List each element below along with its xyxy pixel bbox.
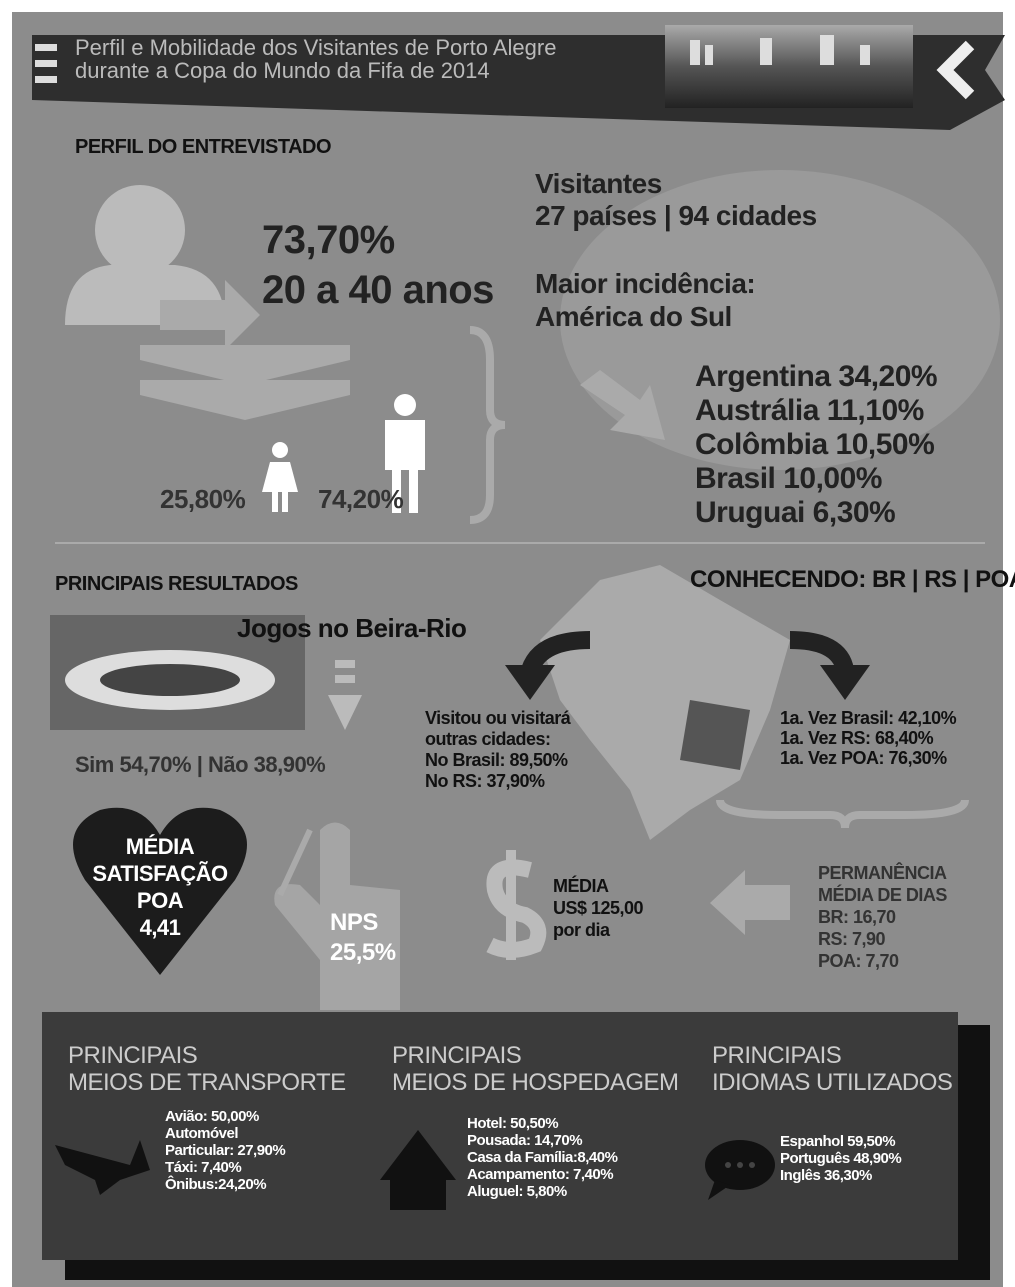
text-line: MÉDIA: [60, 833, 260, 860]
text-line: Avião: 50,00%: [165, 1108, 285, 1125]
text-line: Brasil 10,00%: [695, 462, 937, 496]
infographic: Perfil e Mobilidade dos Visitantes de Po…: [0, 0, 1015, 1287]
age-range: 20 a 40 anos: [262, 268, 494, 313]
text-line: durante a Copa do Mundo da Fifa de 2014: [75, 59, 556, 82]
text-line: Uruguai 6,30%: [695, 496, 937, 530]
text-line: Visitou ou visitará: [425, 708, 570, 729]
section-heading: CONHECENDO: BR | RS | POA: [690, 566, 1015, 594]
incidence: Maior incidência:América do Sul: [535, 267, 755, 333]
text-line: Português 48,90%: [780, 1150, 901, 1167]
text-line: Argentina 34,20%: [695, 360, 937, 394]
text-line: 25,5%: [330, 938, 396, 968]
text-line: por dia: [553, 919, 643, 941]
text-line: IDIOMAS UTILIZADOS: [712, 1069, 952, 1096]
text-line: 4,41: [60, 914, 260, 941]
text-line: Automóvel: [165, 1125, 285, 1142]
games-answer: Sim 54,70% | Não 38,90%: [75, 752, 325, 778]
lodging-list: Hotel: 50,50%Pousada: 14,70%Casa da Famí…: [467, 1115, 617, 1200]
text-line: No RS: 37,90%: [425, 771, 570, 792]
section-heading: PRINCIPAIS RESULTADOS: [55, 573, 298, 596]
text-line: Pousada: 14,70%: [467, 1132, 617, 1149]
text-line: PRINCIPAIS: [392, 1042, 679, 1069]
text-line: outras cidades:: [425, 729, 570, 750]
text-line: US$ 125,00: [553, 897, 643, 919]
text-line: MEIOS DE TRANSPORTE: [68, 1069, 346, 1096]
text-line: SATISFAÇÃO: [60, 860, 260, 887]
section-heading: PERFIL DO ENTREVISTADO: [75, 136, 331, 159]
text-line: Perfil e Mobilidade dos Visitantes de Po…: [75, 36, 556, 59]
text-line: No Brasil: 89,50%: [425, 750, 570, 771]
text-line: Aluguel: 5,80%: [467, 1183, 617, 1200]
text-line: PERMANÊNCIA: [818, 862, 947, 884]
text-line: Colômbia 10,50%: [695, 428, 937, 462]
text-line: Acampamento: 7,40%: [467, 1166, 617, 1183]
text-line: Inglês 36,30%: [780, 1167, 901, 1184]
text-line: NPS: [330, 908, 396, 938]
text-line: Particular: 27,90%: [165, 1142, 285, 1159]
text-line: PRINCIPAIS: [68, 1042, 346, 1069]
header-title: Perfil e Mobilidade dos Visitantes de Po…: [75, 36, 556, 82]
text-line: Espanhol 59,50%: [780, 1133, 901, 1150]
text-line: América do Sul: [535, 300, 755, 333]
text-line: 27 países | 94 cidades: [535, 200, 817, 232]
country-list: Argentina 34,20%Austrália 11,10%Colômbia…: [695, 360, 937, 530]
text-line: Austrália 11,10%: [695, 394, 937, 428]
text-line: 1a. Vez Brasil: 42,10%: [780, 708, 956, 728]
language-list: Espanhol 59,50%Português 48,90%Inglês 36…: [780, 1133, 901, 1184]
text-line: 1a. Vez POA: 76,30%: [780, 748, 956, 768]
age-share: 73,70%: [262, 218, 395, 263]
text-line: MÉDIA DE DIAS: [818, 884, 947, 906]
text-line: Visitantes: [535, 168, 817, 200]
text-line: Ônibus:24,20%: [165, 1176, 285, 1193]
female-share: 25,80%: [160, 484, 245, 515]
games-label: Jogos no Beira-Rio: [237, 613, 466, 644]
text-line: Maior incidência:: [535, 267, 755, 300]
first-time: 1a. Vez Brasil: 42,10%1a. Vez RS: 68,40%…: [780, 708, 956, 768]
text-line: Hotel: 50,50%: [467, 1115, 617, 1132]
text-line: 1a. Vez RS: 68,40%: [780, 728, 956, 748]
text-line: MEIOS DE HOSPEDAGEM: [392, 1069, 679, 1096]
text-line: MÉDIA: [553, 875, 643, 897]
male-share: 74,20%: [318, 484, 403, 515]
text-line: Táxi: 7,40%: [165, 1159, 285, 1176]
text-line: RS: 7,90: [818, 928, 947, 950]
text-line: BR: 16,70: [818, 906, 947, 928]
text-line: Casa da Família:8,40%: [467, 1149, 617, 1166]
text-line: POA: [60, 887, 260, 914]
text-line: PRINCIPAIS: [712, 1042, 952, 1069]
text-line: POA: 7,70: [818, 950, 947, 972]
